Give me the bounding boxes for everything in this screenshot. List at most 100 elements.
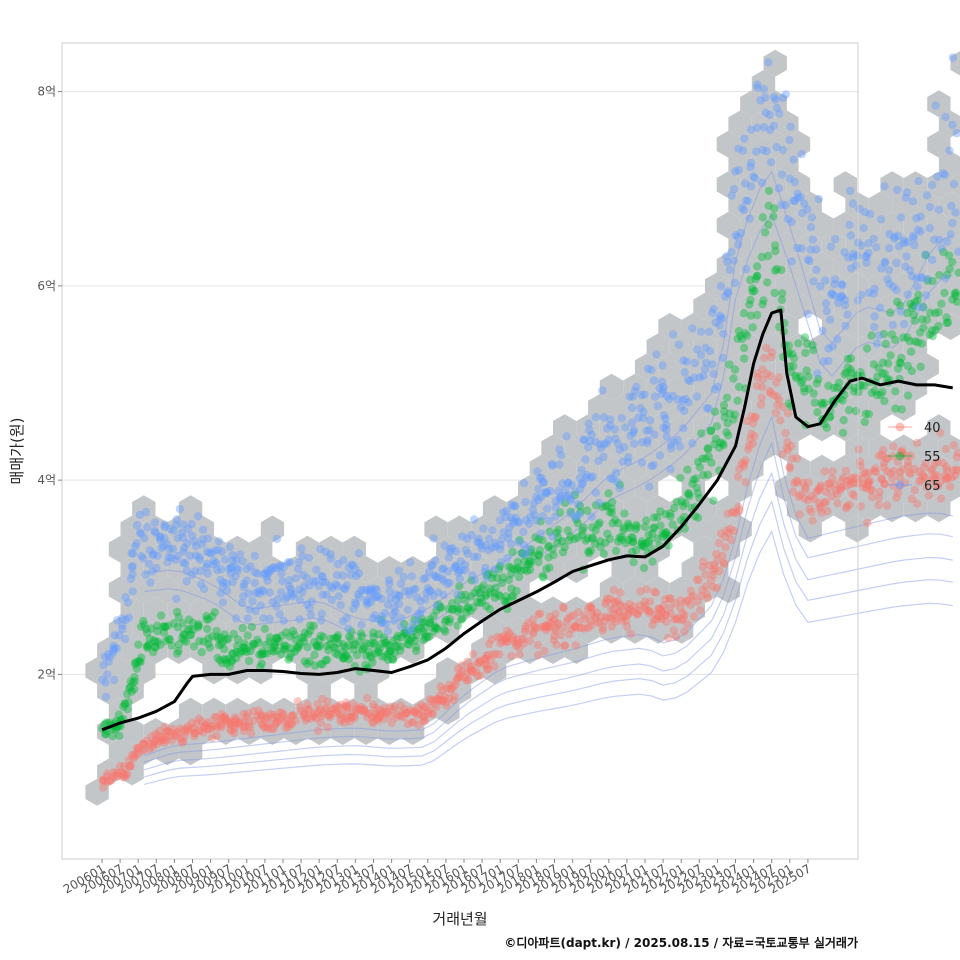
point-40 xyxy=(751,412,760,421)
point-65 xyxy=(708,308,717,317)
point-55 xyxy=(403,639,412,649)
point-40 xyxy=(917,476,926,485)
point-40 xyxy=(336,716,345,726)
point-55 xyxy=(101,729,111,738)
point-55 xyxy=(436,604,445,613)
point-55 xyxy=(693,489,703,498)
point-55 xyxy=(262,649,272,658)
point-55 xyxy=(876,390,885,399)
point-55 xyxy=(760,228,770,237)
point-55 xyxy=(453,607,463,616)
point-40 xyxy=(947,473,956,482)
point-65 xyxy=(741,179,750,188)
point-65 xyxy=(650,392,660,401)
hex-bin xyxy=(155,576,179,604)
hex-bin xyxy=(132,495,156,523)
point-65 xyxy=(109,644,119,653)
point-65 xyxy=(659,411,669,420)
hex-bin xyxy=(272,616,296,644)
point-55 xyxy=(886,351,895,360)
point-65 xyxy=(474,534,483,543)
hex-bin xyxy=(260,718,285,745)
point-55 xyxy=(205,643,215,652)
hex-bin xyxy=(225,616,250,644)
hex-bin xyxy=(833,333,857,361)
point-65 xyxy=(774,184,784,193)
point-65 xyxy=(302,600,312,609)
point-55 xyxy=(903,361,913,371)
point-65 xyxy=(477,544,486,553)
point-55 xyxy=(142,641,152,651)
point-65 xyxy=(764,58,773,67)
hex-bin xyxy=(202,616,226,644)
point-55 xyxy=(239,647,248,656)
point-65 xyxy=(659,423,668,432)
point-65 xyxy=(555,493,565,503)
point-40 xyxy=(393,711,403,720)
point-40 xyxy=(201,721,210,730)
hex-bin xyxy=(740,171,764,199)
point-65 xyxy=(120,634,130,644)
point-40 xyxy=(436,682,445,691)
hex-bin xyxy=(693,454,717,482)
point-55 xyxy=(572,515,581,524)
point-65 xyxy=(425,587,435,596)
point-40 xyxy=(148,743,157,752)
point-40 xyxy=(513,639,523,649)
point-55 xyxy=(666,512,675,521)
hex-bin xyxy=(482,657,507,685)
hex-bin xyxy=(623,414,647,442)
point-55 xyxy=(202,615,211,624)
point-55 xyxy=(292,636,301,645)
point-65 xyxy=(747,125,756,134)
point-65 xyxy=(333,559,343,569)
point-65 xyxy=(269,563,278,572)
point-40 xyxy=(419,702,429,712)
point-40 xyxy=(889,442,898,451)
point-65 xyxy=(109,645,118,654)
point-65 xyxy=(359,586,368,595)
point-40 xyxy=(342,712,351,721)
point-55 xyxy=(740,354,749,363)
point-55 xyxy=(689,475,698,484)
point-40 xyxy=(686,586,696,595)
hex-bin xyxy=(541,515,565,543)
point-55 xyxy=(883,359,893,368)
point-65 xyxy=(688,439,697,448)
point-65 xyxy=(286,584,295,594)
point-40 xyxy=(910,486,919,495)
hex-bin xyxy=(892,353,916,381)
hex-bin xyxy=(716,495,741,523)
point-55 xyxy=(189,625,198,634)
point-65 xyxy=(889,282,898,291)
point-65 xyxy=(643,436,652,445)
point-40 xyxy=(99,777,108,786)
point-55 xyxy=(326,639,335,649)
point-40 xyxy=(287,720,296,729)
point-55 xyxy=(357,632,367,641)
point-55 xyxy=(531,533,540,542)
point-55 xyxy=(305,657,314,666)
point-65 xyxy=(861,252,870,262)
point-55 xyxy=(725,409,735,418)
point-65 xyxy=(431,556,440,565)
point-65 xyxy=(822,306,832,316)
point-65 xyxy=(840,248,849,257)
point-55 xyxy=(362,639,371,648)
hex-bin xyxy=(260,596,285,624)
point-65 xyxy=(723,257,732,267)
point-55 xyxy=(241,645,251,654)
point-40 xyxy=(677,615,686,625)
point-40 xyxy=(854,445,863,454)
hex-bin xyxy=(915,232,939,259)
point-55 xyxy=(186,630,195,640)
point-55 xyxy=(697,429,706,438)
point-55 xyxy=(637,539,646,548)
point-55 xyxy=(432,623,441,632)
hex-bin xyxy=(845,434,869,462)
point-55 xyxy=(258,647,267,656)
point-55 xyxy=(950,289,960,298)
point-40 xyxy=(867,485,877,495)
point-55 xyxy=(277,650,286,659)
point-55 xyxy=(344,632,354,641)
